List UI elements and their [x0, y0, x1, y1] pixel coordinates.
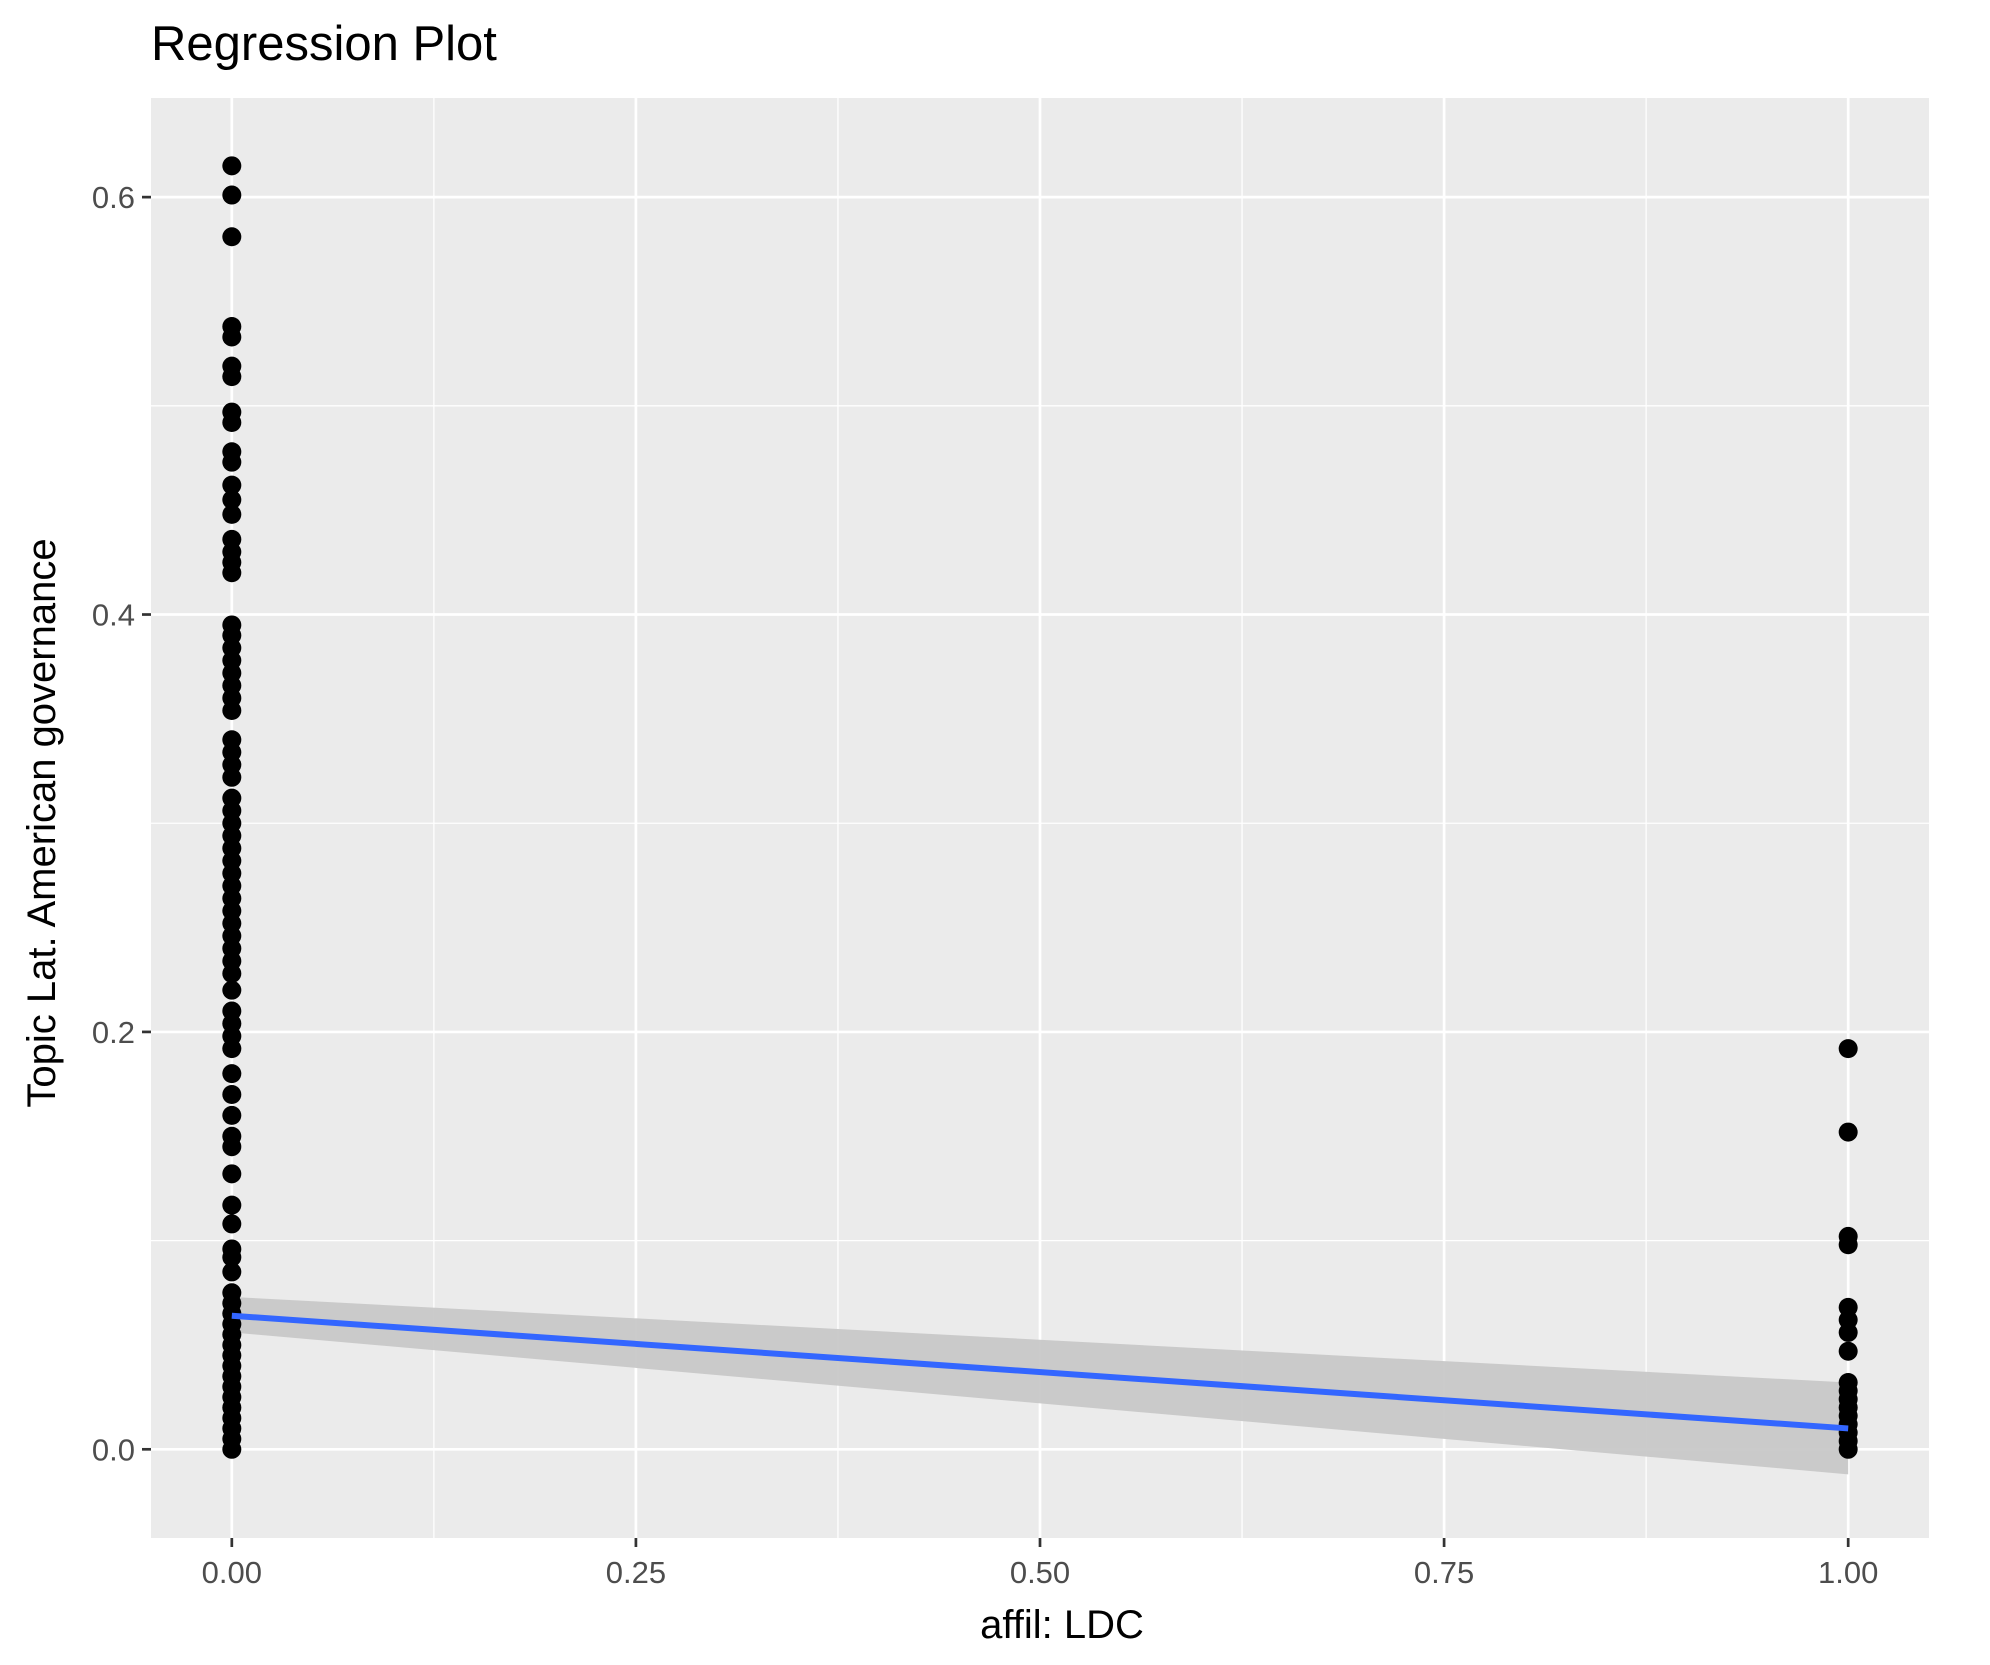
data-point	[222, 1214, 242, 1234]
data-point	[222, 980, 242, 1000]
data-point	[222, 1195, 242, 1215]
data-point	[1838, 1322, 1858, 1342]
data-points	[222, 156, 1858, 1459]
y-tick-label: 0.0	[92, 1432, 135, 1467]
data-point	[222, 185, 242, 205]
regression-line	[231, 1312, 1849, 1432]
data-point	[222, 1105, 242, 1125]
data-point	[222, 327, 242, 347]
data-point	[222, 1137, 242, 1157]
y-axis-title: Topic Lat. American governance	[20, 538, 64, 1107]
data-point	[222, 1262, 242, 1282]
data-point	[222, 1164, 242, 1184]
data-point	[1838, 1341, 1858, 1361]
data-point	[222, 1064, 242, 1084]
x-axis-title: affil: LDC	[980, 1603, 1144, 1647]
x-tick-label: 0.75	[1414, 1555, 1474, 1590]
y-tick-label: 0.4	[92, 598, 135, 633]
data-point	[222, 963, 242, 983]
data-point	[222, 452, 242, 472]
x-tick-label: 1.00	[1818, 1555, 1878, 1590]
data-point	[222, 1439, 242, 1459]
data-point	[222, 227, 242, 247]
data-point	[1838, 1039, 1858, 1059]
data-point	[222, 1085, 242, 1105]
data-point	[1838, 1235, 1858, 1255]
data-point	[222, 701, 242, 721]
x-axis: 0.00 0.25 0.50 0.75 1.00	[202, 1538, 1878, 1590]
x-tick-label: 0.25	[606, 1555, 666, 1590]
data-point	[222, 1039, 242, 1059]
data-point	[222, 413, 242, 433]
x-tick-label: 0.50	[1010, 1555, 1070, 1590]
data-point	[222, 504, 242, 524]
y-tick-label: 0.6	[92, 180, 135, 215]
chart-title: Regression Plot	[151, 17, 497, 71]
data-point	[222, 1247, 242, 1267]
data-point	[1838, 1439, 1858, 1459]
x-tick-label: 0.00	[202, 1555, 262, 1590]
regression-line-layer	[231, 1312, 1849, 1432]
data-point	[222, 563, 242, 583]
data-point	[222, 156, 242, 176]
y-tick-label: 0.2	[92, 1015, 135, 1050]
data-point	[222, 367, 242, 387]
data-point	[222, 475, 242, 495]
data-point	[222, 767, 242, 787]
data-point	[222, 490, 242, 510]
data-point	[1838, 1122, 1858, 1142]
y-axis: 0.0 0.2 0.4 0.6	[92, 180, 151, 1467]
